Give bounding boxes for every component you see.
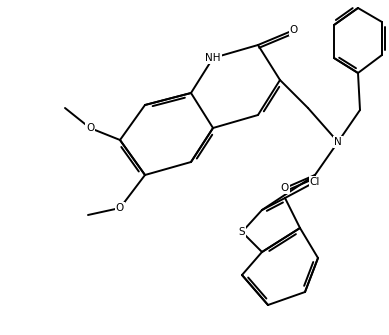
Text: O: O [290,25,298,35]
Text: N: N [334,137,342,147]
Text: O: O [281,183,289,193]
Text: NH: NH [205,53,221,63]
Text: S: S [239,227,245,237]
Text: Cl: Cl [310,177,320,187]
Text: O: O [86,123,94,133]
Text: O: O [116,203,124,213]
